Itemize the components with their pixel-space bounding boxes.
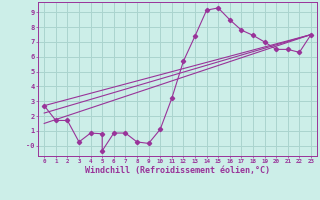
X-axis label: Windchill (Refroidissement éolien,°C): Windchill (Refroidissement éolien,°C) <box>85 166 270 175</box>
